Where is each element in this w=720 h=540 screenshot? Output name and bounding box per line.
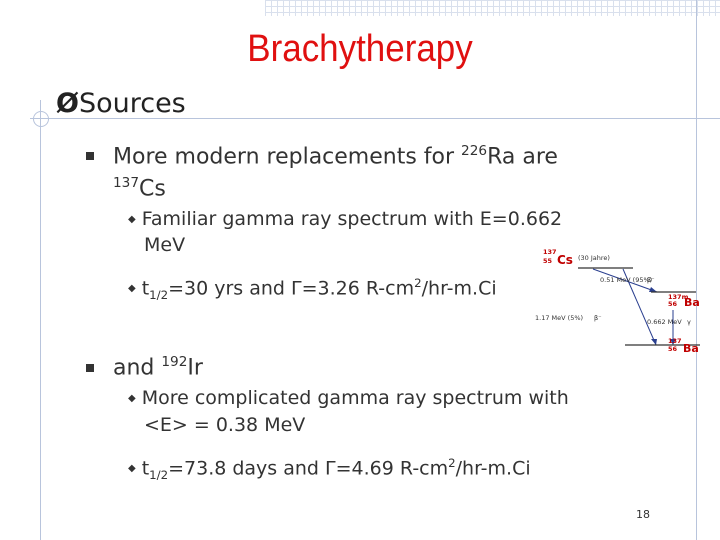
daughter-symbol: Ba	[683, 342, 699, 355]
decorative-grid	[265, 0, 720, 16]
bullet1-sub2: ◆ t1/2=30 yrs and Γ=3.26 R-cm2/hr-m.Ci	[128, 271, 497, 308]
bullet1-text-c: Cs	[139, 176, 166, 202]
beta2-symbol: β⁻	[594, 314, 602, 322]
squared-sup: 2	[414, 276, 422, 290]
arrow-bullet-icon: Ø	[56, 88, 79, 119]
bullet1-sub2-tail: /hr-m.Ci	[421, 277, 497, 300]
diamond-bullet-icon: ◆	[128, 463, 136, 475]
page-number: 18	[636, 508, 650, 521]
squared-sup: 2	[448, 456, 456, 470]
bullet1-sup-a: 226	[461, 143, 488, 159]
gamma-symbol: Γ	[325, 457, 336, 480]
meta-symbol: Ba	[684, 296, 700, 309]
bullet2-sub1: ◆ More complicated gamma ray spectrum wit…	[128, 386, 569, 411]
beta1-arrowhead	[649, 287, 657, 292]
bullet1-text-line2: 137Cs	[113, 168, 166, 204]
beta2-arrow	[622, 268, 657, 346]
level1-text: Sources	[78, 88, 186, 119]
bullet2-sub1-line2: <E> = 0.38 MeV	[144, 414, 306, 436]
bullet1-text-a: More modern replacements for	[113, 144, 462, 170]
parent-symbol: Cs	[557, 253, 573, 267]
beta1-symbol: β⁻	[647, 276, 655, 284]
bullet2-text-a: and	[113, 355, 162, 381]
t-symbol: t	[141, 277, 150, 300]
beta2-arrowhead	[651, 339, 657, 345]
bullet2-text: and 192Ir	[113, 347, 203, 383]
gamma-arrowhead	[670, 339, 676, 345]
decorative-line	[30, 118, 720, 119]
level1-sources: ØSources	[56, 88, 186, 119]
decorative-line	[40, 100, 41, 540]
half-life-label: (30 Jahre)	[578, 254, 610, 262]
square-bullet-icon	[86, 364, 94, 372]
bullet1-sub1-line2: MeV	[144, 234, 186, 256]
bullet1-sub1: ◆ Familiar gamma ray spectrum with E=0.66…	[128, 207, 562, 232]
decorative-circle	[33, 111, 49, 127]
decay-scheme-diagram: 137 55 Cs (30 Jahre) 0.51 MeV (95%) β⁻ 1…	[535, 248, 700, 355]
decorative-line	[696, 0, 697, 540]
parent-nuclide-label: 137 55 Cs (30 Jahre)	[543, 248, 610, 267]
meta-mass: 137m	[668, 293, 689, 301]
bullet2-sub1-line1: More complicated gamma ray spectrum with	[141, 387, 569, 409]
bullet2-sub2-tail: /hr-m.Ci	[455, 457, 531, 480]
daughter-z: 56	[668, 345, 678, 353]
diamond-bullet-icon: ◆	[128, 393, 136, 404]
half-subscript: 1/2	[149, 468, 169, 483]
bullet1-text: More modern replacements for 226Ra are	[113, 136, 558, 172]
bullet2-sub2-mid: =73.8 days and	[168, 457, 326, 480]
diamond-bullet-icon: ◆	[128, 283, 136, 295]
bullet1-sub2-mid: =30 yrs and	[168, 277, 292, 300]
daughter-mass: 137	[668, 337, 682, 345]
bullet1-sub2-val: =3.26 R-cm	[301, 277, 415, 300]
beta1-label: 0.51 MeV (95%)	[600, 276, 652, 284]
gamma-label: 0.662 MeV	[647, 318, 682, 326]
bullet2-sub2-val: =4.69 R-cm	[335, 457, 449, 480]
parent-mass: 137	[543, 248, 557, 256]
bullet2-sub2: ◆ t1/2=73.8 days and Γ=4.69 R-cm2/hr-m.Ci	[128, 451, 531, 488]
half-subscript: 1/2	[149, 288, 169, 303]
diamond-bullet-icon: ◆	[128, 214, 136, 225]
beta1-arrow	[592, 268, 658, 293]
bullet1-sup-b: 137	[113, 175, 140, 191]
bullet1-text-b: Ra are	[487, 144, 558, 170]
bullet2-sup-a: 192	[161, 354, 188, 370]
bullet1-sub1-line1: Familiar gamma ray spectrum with E=0.662	[141, 208, 563, 230]
gamma-symbol-label: γ	[687, 318, 691, 326]
gamma-symbol: Γ	[291, 277, 302, 300]
beta2-label: 1.17 MeV (5%)	[535, 314, 583, 322]
square-bullet-icon	[86, 152, 94, 160]
slide-title: Brachytherapy	[247, 28, 473, 70]
parent-z: 55	[543, 257, 553, 265]
bullet2-text-b: Ir	[187, 355, 203, 381]
t-symbol: t	[141, 457, 150, 480]
meta-z: 56	[668, 300, 678, 308]
